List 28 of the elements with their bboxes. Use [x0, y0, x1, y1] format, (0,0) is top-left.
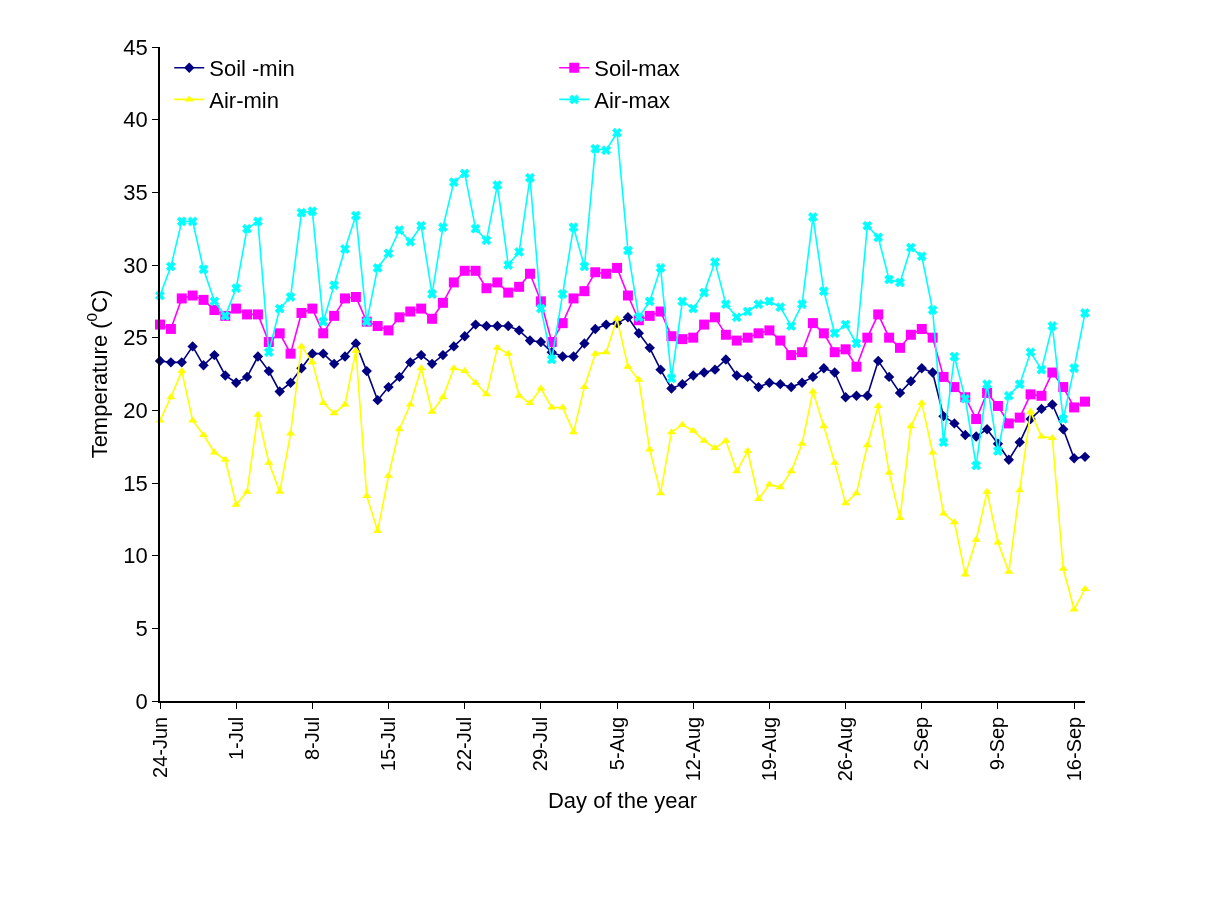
x-tick-label: 26-Aug — [834, 716, 857, 782]
x-tick-label: 2-Sep — [910, 716, 933, 771]
x-tick-label: 12-Aug — [681, 716, 704, 782]
x-tick-label: 5-Aug — [605, 716, 628, 771]
x-tick-label: 8-Jul — [300, 716, 323, 761]
legend-label: Air-min — [209, 87, 279, 113]
y-tick-label: 25 — [123, 325, 148, 351]
y-tick-label: 35 — [123, 180, 148, 206]
legend-label: Soil-max — [594, 56, 680, 82]
y-tick-label: 10 — [123, 543, 148, 569]
x-tick-label: 15-Jul — [377, 716, 400, 772]
y-tick-label: 40 — [123, 107, 148, 133]
x-tick-label: 9-Sep — [986, 716, 1009, 771]
x-tick-label: 22-Jul — [453, 716, 476, 772]
y-tick-label: 20 — [123, 398, 148, 424]
x-axis-title: Day of the year — [547, 787, 698, 813]
x-tick-label: 1-Jul — [224, 716, 247, 761]
x-tick-label: 24-Jun — [148, 716, 171, 778]
y-tick-label: 5 — [135, 616, 148, 642]
x-tick-label: 19-Aug — [757, 716, 780, 782]
y-tick-label: 15 — [123, 470, 148, 496]
y-tick-label: 0 — [135, 688, 148, 714]
legend-label: Air-max — [594, 87, 671, 113]
y-tick-label: 30 — [123, 252, 148, 278]
y-tick-label: 45 — [123, 34, 148, 60]
x-tick-label: 16-Sep — [1062, 716, 1085, 782]
legend-label: Soil -min — [209, 56, 295, 82]
x-tick-label: 29-Jul — [529, 716, 552, 772]
